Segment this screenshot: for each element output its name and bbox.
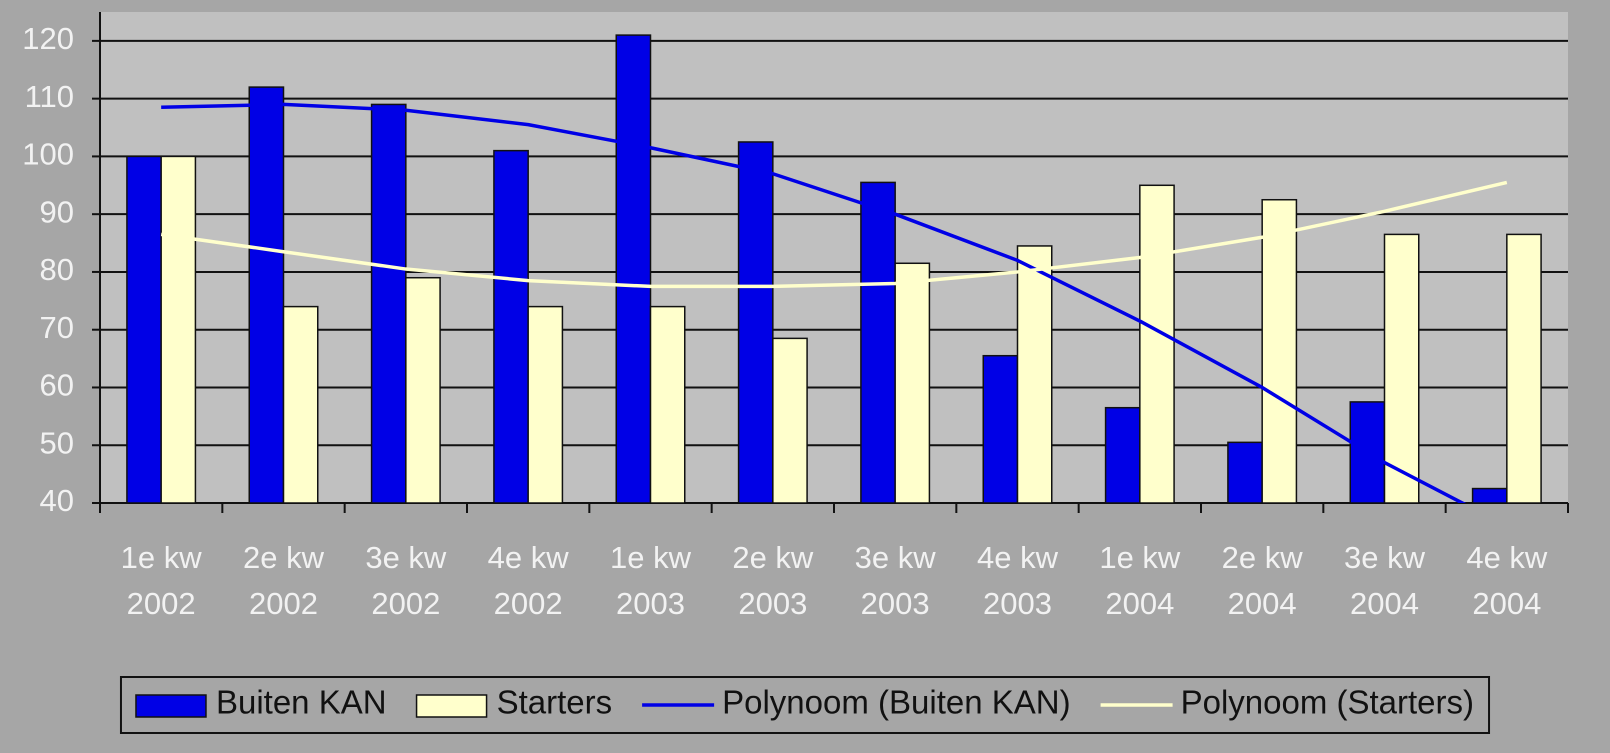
y-tick-label: 50 <box>40 425 74 460</box>
x-tick-label: 2004 <box>1350 586 1419 621</box>
x-tick-label: 3e kw <box>1344 540 1426 575</box>
x-tick-label: 2003 <box>738 586 807 621</box>
legend-swatch <box>135 694 207 718</box>
x-tick-label: 1e kw <box>1099 540 1181 575</box>
bar <box>772 337 808 504</box>
x-tick-label: 2002 <box>127 586 196 621</box>
legend-label: Polynoom (Starters) <box>1181 684 1474 721</box>
x-tick-label: 2004 <box>1105 586 1174 621</box>
y-tick-label: 120 <box>22 21 74 56</box>
bar <box>860 181 896 504</box>
x-tick-label: 2002 <box>249 586 318 621</box>
bar <box>1506 233 1542 504</box>
y-tick-label: 60 <box>40 368 74 403</box>
bar <box>737 141 774 504</box>
x-tick-label: 2e kw <box>732 540 814 575</box>
x-tick-label: 4e kw <box>488 540 570 575</box>
x-tick-label: 2004 <box>1472 586 1541 621</box>
bar <box>615 34 652 504</box>
x-tick-label: 1e kw <box>610 540 692 575</box>
x-tick-label: 4e kw <box>1466 540 1548 575</box>
bar <box>248 86 285 504</box>
bar <box>370 103 407 504</box>
bar <box>1016 245 1053 504</box>
legend-swatch <box>415 694 488 718</box>
x-tick-label: 2e kw <box>1222 540 1304 575</box>
legend-label: Starters <box>497 684 613 721</box>
legend-label: Polynoom (Buiten KAN) <box>722 684 1070 721</box>
x-tick-label: 2e kw <box>243 540 325 575</box>
legend-box <box>119 676 1491 734</box>
bar <box>1383 233 1420 504</box>
x-tick-label: 4e kw <box>977 540 1059 575</box>
bar <box>894 262 931 504</box>
y-tick-label: 70 <box>40 310 74 345</box>
x-tick-label: 2003 <box>616 586 685 621</box>
x-tick-label: 3e kw <box>365 540 447 575</box>
bar <box>1227 441 1263 504</box>
bar <box>1471 487 1508 504</box>
bar <box>282 305 319 504</box>
bar <box>493 149 529 504</box>
x-tick-label: 3e kw <box>855 540 937 575</box>
trend-line <box>160 180 1508 289</box>
y-tick-label: 80 <box>40 252 74 287</box>
bar <box>126 155 162 504</box>
trend-line <box>161 102 1467 503</box>
bar <box>1104 406 1141 504</box>
y-tick-label: 40 <box>40 483 74 518</box>
plot-area <box>100 12 1568 503</box>
bar <box>1261 198 1298 504</box>
x-tick-label: 2003 <box>983 586 1052 621</box>
bar <box>982 354 1019 504</box>
legend: Buiten KAN Starters Polynoom (Buiten KAN) P… <box>135 684 1474 721</box>
x-tick-label: 2003 <box>861 586 930 621</box>
x-tick-label: 2002 <box>371 586 440 621</box>
bar <box>405 276 441 504</box>
x-tick-label: 1e kw <box>121 540 203 575</box>
bar <box>527 305 564 504</box>
y-tick-label: 100 <box>22 137 74 172</box>
x-tick-label: 2004 <box>1228 586 1297 621</box>
x-tick-label: 2002 <box>494 586 563 621</box>
bar <box>160 155 197 504</box>
bar <box>1139 184 1175 504</box>
y-tick-label: 90 <box>40 194 74 229</box>
legend-label: Buiten KAN <box>216 684 387 721</box>
bar <box>649 305 686 504</box>
y-tick-label: 110 <box>25 79 74 114</box>
